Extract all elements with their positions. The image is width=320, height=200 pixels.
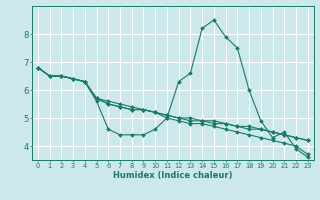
X-axis label: Humidex (Indice chaleur): Humidex (Indice chaleur): [113, 171, 233, 180]
